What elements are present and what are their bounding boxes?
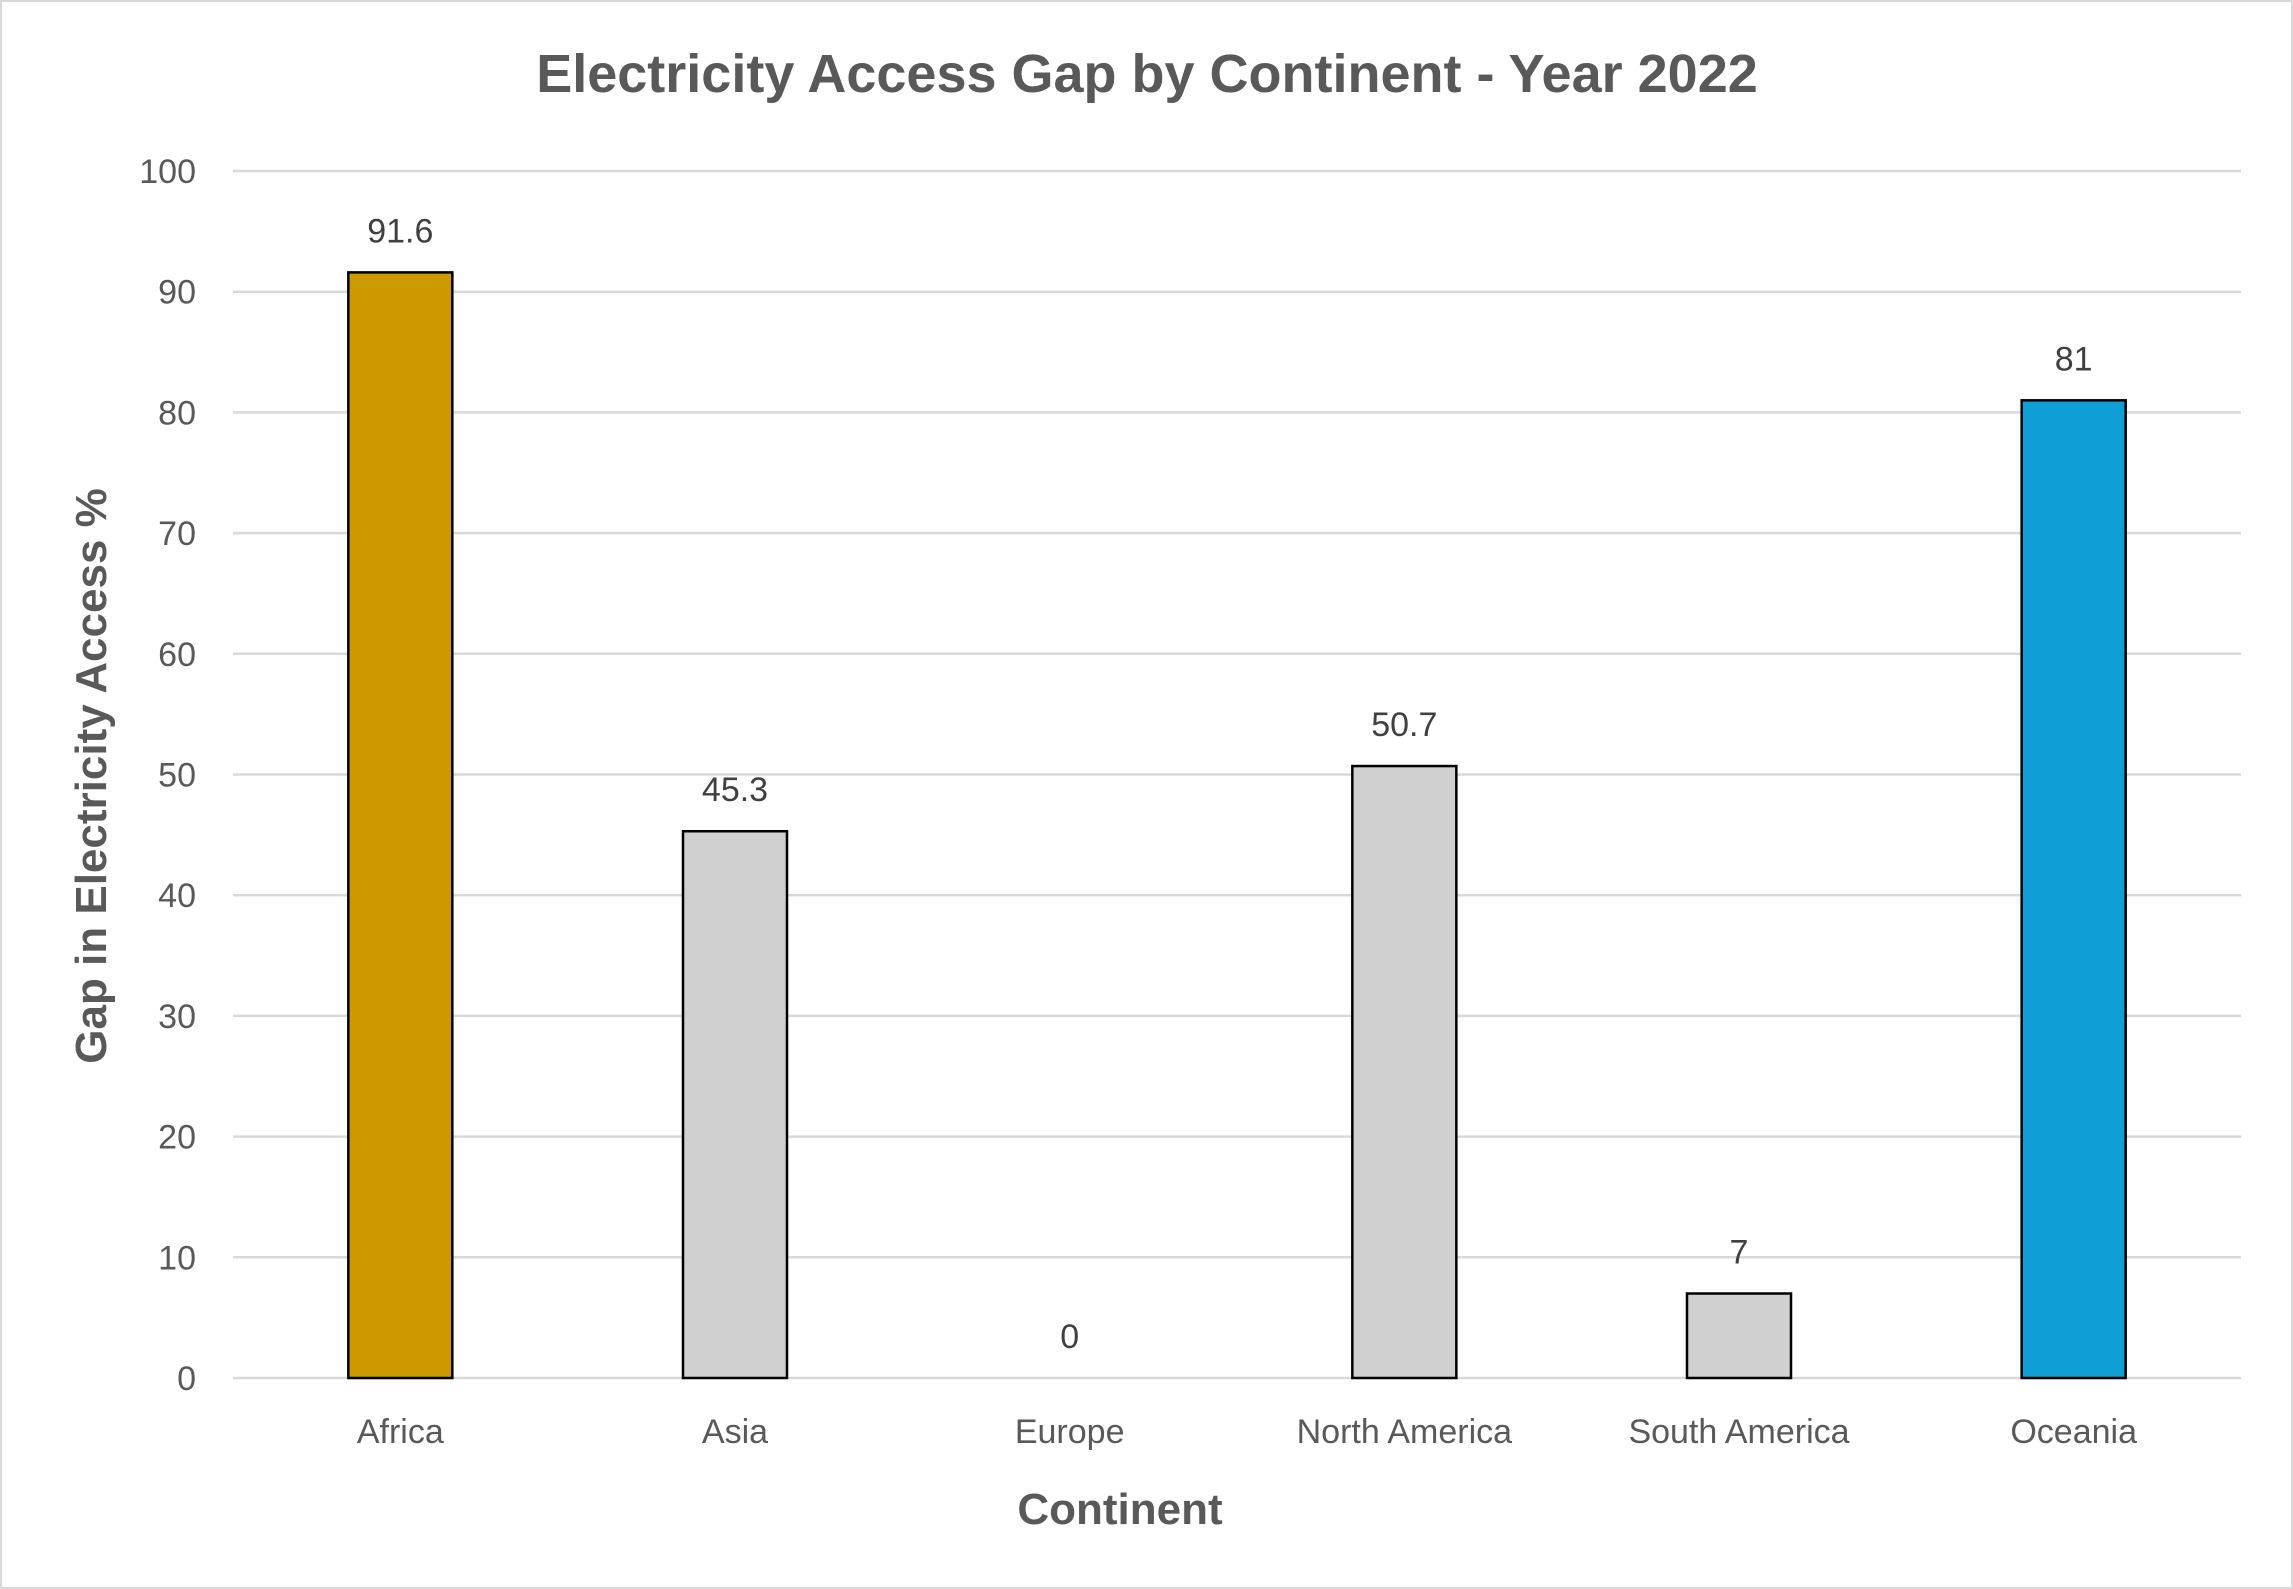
y-tick-label: 10 bbox=[158, 1239, 196, 1277]
x-tick-label: Oceania bbox=[2010, 1413, 2137, 1451]
bars bbox=[347, 271, 2127, 1380]
y-axis-title: Gap in Electricity Access % bbox=[67, 488, 116, 1064]
x-axis-tick-labels: Africa Asia Europe North America South Ameri… bbox=[357, 1413, 2137, 1451]
bar bbox=[681, 829, 789, 1380]
data-labels: 91.6 45.3 0 50.7 7 81 bbox=[367, 212, 2092, 1356]
data-label: 91.6 bbox=[367, 212, 433, 250]
bar bbox=[1351, 764, 1458, 1380]
data-label: 45.3 bbox=[702, 771, 768, 809]
y-tick-label: 20 bbox=[158, 1119, 196, 1157]
y-tick-label: 80 bbox=[158, 394, 196, 432]
y-tick-label: 40 bbox=[158, 877, 196, 915]
y-axis-tick-labels: 0 10 20 30 40 50 60 70 80 90 100 bbox=[139, 153, 196, 1398]
y-tick-label: 50 bbox=[158, 757, 196, 795]
chart-title: Electricity Access Gap by Continent - Ye… bbox=[536, 44, 1758, 104]
x-tick-label: Asia bbox=[702, 1413, 768, 1451]
data-label: 0 bbox=[1060, 1318, 1079, 1356]
bar bbox=[347, 271, 454, 1380]
y-tick-label: 60 bbox=[158, 636, 196, 674]
y-tick-label: 30 bbox=[158, 998, 196, 1036]
data-label: 7 bbox=[1730, 1234, 1749, 1272]
x-tick-label: South America bbox=[1628, 1413, 1849, 1451]
x-axis-title: Continent bbox=[1017, 1485, 1223, 1534]
x-tick-label: Africa bbox=[357, 1413, 444, 1451]
bar bbox=[2020, 399, 2127, 1380]
gridlines bbox=[233, 169, 2241, 1380]
y-tick-label: 100 bbox=[139, 153, 196, 191]
bar bbox=[1685, 1292, 1793, 1380]
x-tick-label: North America bbox=[1297, 1413, 1512, 1451]
y-tick-label: 70 bbox=[158, 515, 196, 553]
data-label: 81 bbox=[2055, 340, 2093, 378]
y-tick-label: 90 bbox=[158, 274, 196, 312]
data-label: 50.7 bbox=[1371, 706, 1437, 744]
y-tick-label: 0 bbox=[177, 1360, 196, 1398]
x-tick-label: Europe bbox=[1015, 1413, 1125, 1451]
